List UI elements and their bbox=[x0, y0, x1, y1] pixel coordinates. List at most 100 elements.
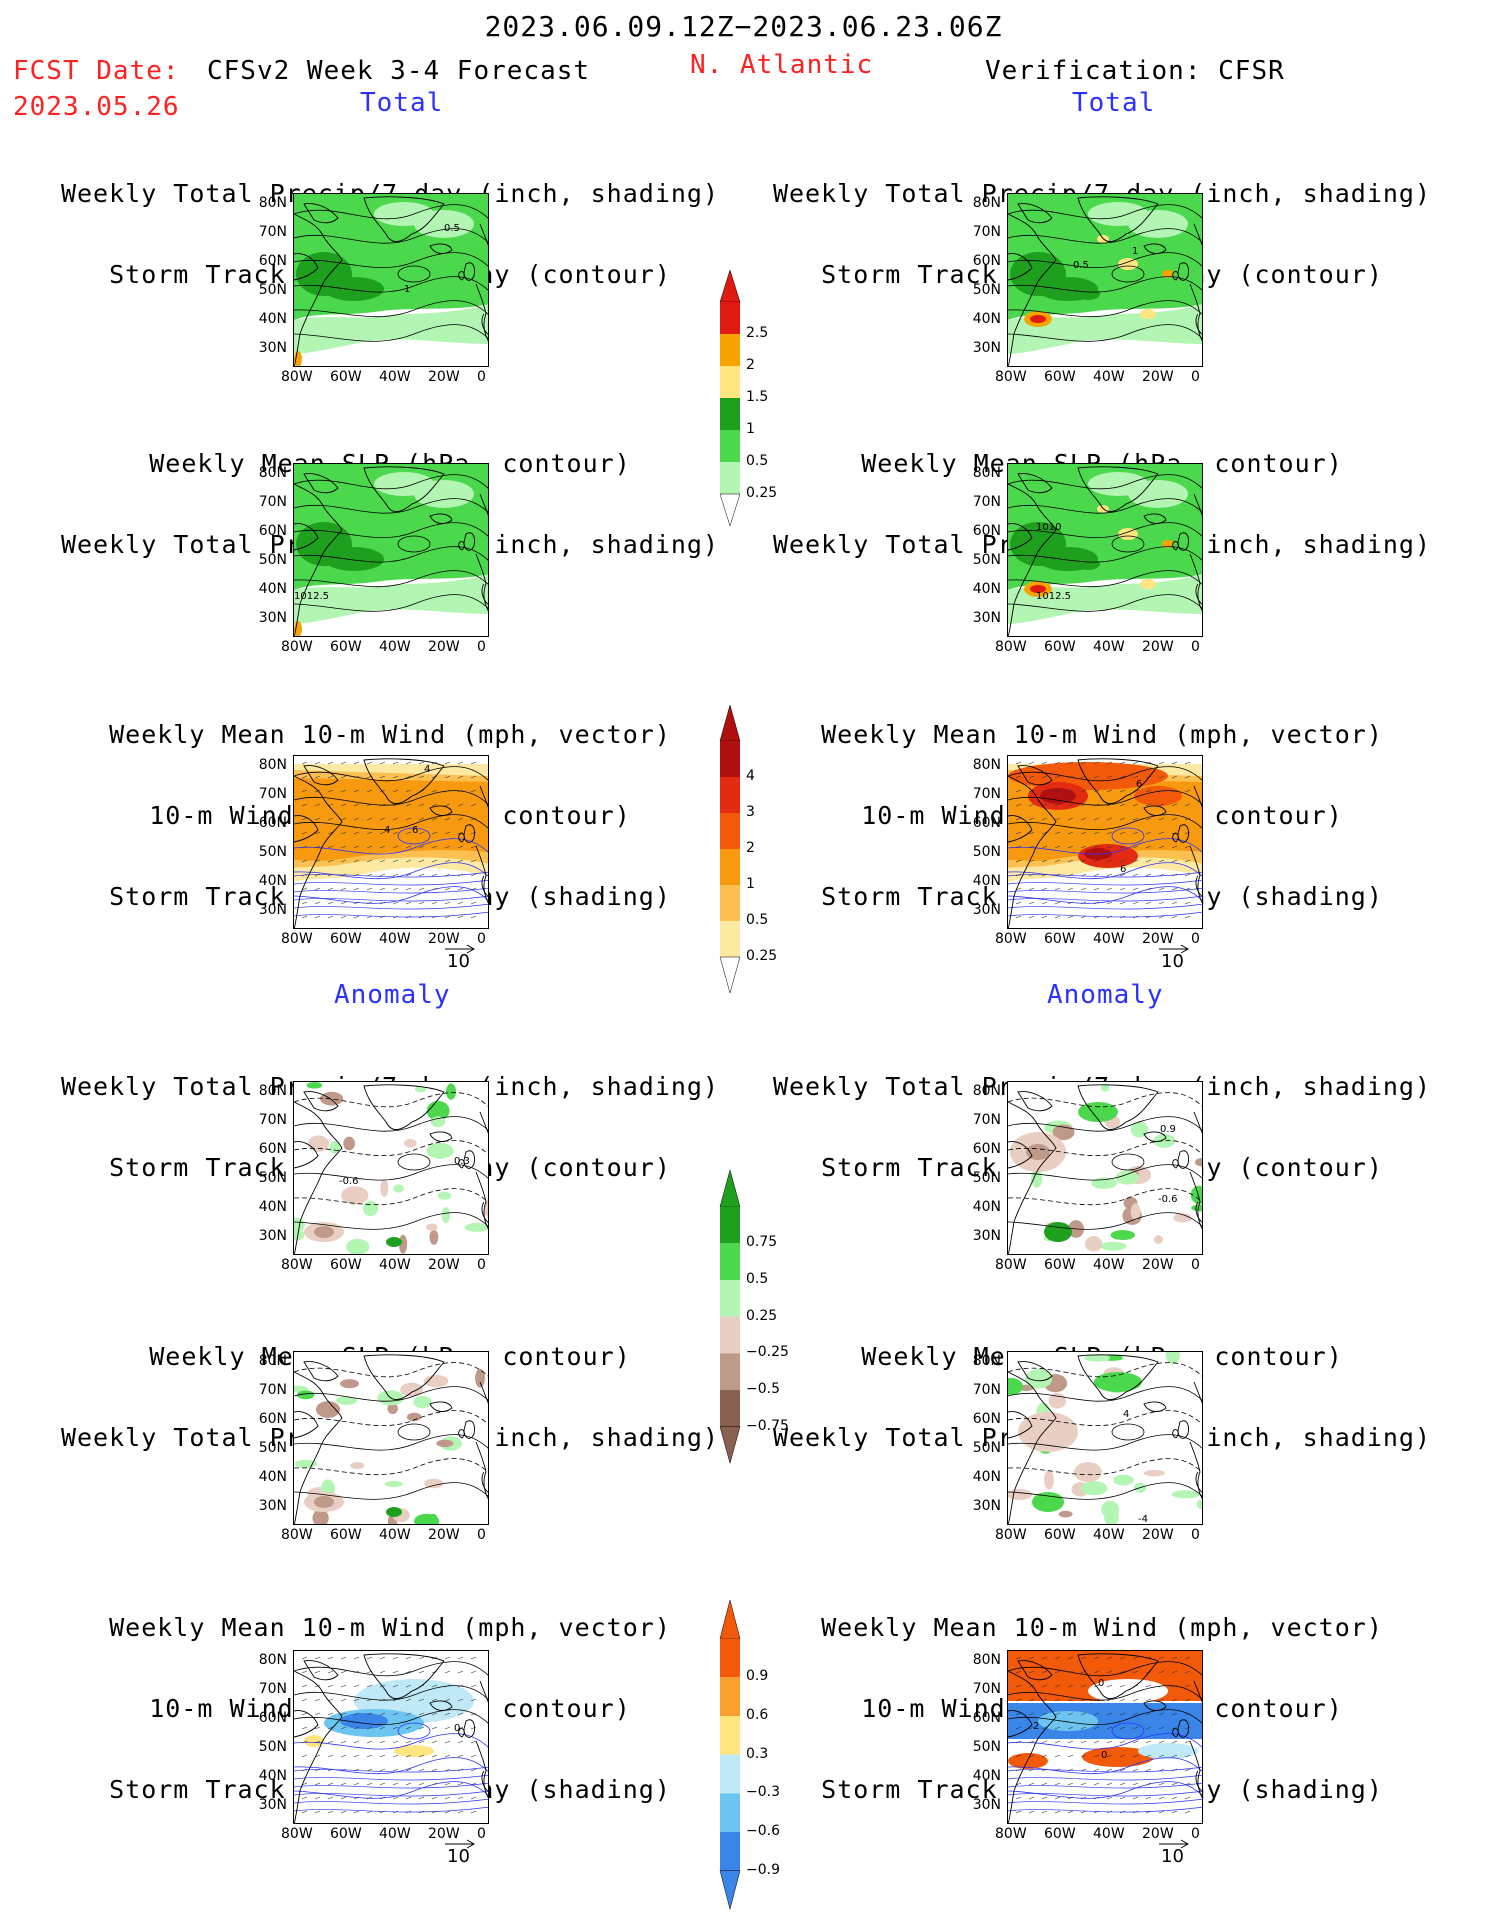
colorbar-label: −0.75 bbox=[746, 1417, 789, 1434]
contour-label: 4 bbox=[1123, 1409, 1129, 1420]
lat-tick: 30N bbox=[258, 902, 287, 918]
lat-tick: 80N bbox=[972, 757, 1001, 773]
colorbar-swatch bbox=[720, 1638, 740, 1678]
verification-label: Verification: CFSR bbox=[985, 56, 1285, 86]
lon-tick: 40W bbox=[379, 1826, 411, 1842]
map-panel-f-total-3: 4 4 6 bbox=[293, 755, 489, 929]
lat-tick: 70N bbox=[972, 494, 1001, 510]
lat-tick: 40N bbox=[972, 873, 1001, 889]
lat-tick: 50N bbox=[972, 1170, 1001, 1186]
contour-label: 0.5 bbox=[1073, 260, 1089, 271]
lon-tick: 0 bbox=[477, 1826, 486, 1842]
colorbar-swatch bbox=[720, 1206, 740, 1244]
contour-label: 0 bbox=[1098, 1678, 1104, 1689]
title-line: Weekly Mean 10-m Wind (mph, vector) bbox=[821, 1613, 1383, 1642]
colorbar-label: 0.25 bbox=[746, 485, 778, 501]
map-panel-f-total-2: 1012.5 bbox=[293, 463, 489, 637]
map-panel-f-total-1: 0.5 1 bbox=[293, 193, 489, 367]
lon-tick: 20W bbox=[428, 639, 460, 655]
colorbar-label: −0.25 bbox=[746, 1344, 789, 1361]
lat-tick: 70N bbox=[972, 1382, 1001, 1398]
reference-vector: 10 bbox=[1157, 943, 1191, 969]
lon-tick: 0 bbox=[1191, 931, 1200, 947]
map-panel-f-anom-1: -0.6 0.3 bbox=[293, 1081, 489, 1255]
colorbar-swatch bbox=[720, 849, 740, 885]
lon-tick: 0 bbox=[477, 1257, 486, 1273]
contour-label: 0.9 bbox=[1160, 1124, 1176, 1135]
lat-tick: 80N bbox=[972, 465, 1001, 481]
lon-tick: 60W bbox=[330, 931, 362, 947]
colorbar-label: 0.25 bbox=[746, 1307, 778, 1324]
coastline bbox=[294, 196, 488, 366]
lat-tick: 40N bbox=[258, 873, 287, 889]
lon-tick: 40W bbox=[379, 369, 411, 385]
contour-label: 6 bbox=[412, 825, 418, 836]
colorbar-label: 2 bbox=[746, 357, 755, 373]
lat-tick: 50N bbox=[972, 282, 1001, 298]
lon-tick: 80W bbox=[281, 639, 313, 655]
lat-tick: 80N bbox=[972, 195, 1001, 211]
colorbar-swatch bbox=[720, 741, 740, 777]
lon-tick: 20W bbox=[428, 1527, 460, 1543]
lat-tick: 40N bbox=[972, 581, 1001, 597]
period-title: 2023.06.09.12Z−2023.06.23.06Z bbox=[484, 10, 1003, 43]
lon-tick: 60W bbox=[330, 1257, 362, 1273]
lon-tick: 60W bbox=[1044, 639, 1076, 655]
lon-tick: 40W bbox=[1093, 1257, 1125, 1273]
contour-label: 1 bbox=[1132, 246, 1138, 257]
colorbar-swatch bbox=[720, 1353, 740, 1390]
anomaly-heading-left: Anomaly bbox=[334, 980, 451, 1010]
contour-label: 1012.5 bbox=[1036, 591, 1071, 602]
lon-tick: 40W bbox=[1093, 1826, 1125, 1842]
lat-tick: 70N bbox=[258, 1112, 287, 1128]
colorbar-label: 1 bbox=[746, 876, 755, 892]
lat-tick: 50N bbox=[258, 844, 287, 860]
lon-tick: 0 bbox=[477, 639, 486, 655]
lat-tick: 30N bbox=[258, 610, 287, 626]
lat-tick: 40N bbox=[258, 581, 287, 597]
lat-tick: 30N bbox=[258, 1797, 287, 1813]
contour-label: 0 bbox=[454, 1723, 460, 1734]
lat-tick: 70N bbox=[258, 494, 287, 510]
lon-tick: 80W bbox=[995, 931, 1027, 947]
fcst-date-label: FCST Date: bbox=[13, 56, 180, 86]
colorbar-swatch bbox=[720, 1316, 740, 1354]
map-panel-v-total-2: 1010 1012.5 bbox=[1007, 463, 1203, 637]
lat-tick: 70N bbox=[972, 1681, 1001, 1697]
lon-tick: 0 bbox=[477, 1527, 486, 1543]
lon-tick: 20W bbox=[1142, 931, 1174, 947]
colorbar-storm-total: 4 3 2 1 0.5 0.25 bbox=[718, 705, 798, 995]
contour-label: 0 bbox=[1101, 1750, 1107, 1761]
lon-tick: 20W bbox=[1142, 1527, 1174, 1543]
lon-tick: 20W bbox=[1142, 1826, 1174, 1842]
coastline bbox=[294, 1354, 488, 1524]
lat-tick: 40N bbox=[972, 311, 1001, 327]
colorbar-label: 2.5 bbox=[746, 325, 769, 341]
contour-label: 1 bbox=[404, 284, 410, 295]
title-line: Weekly Mean 10-m Wind (mph, vector) bbox=[109, 720, 671, 749]
lat-tick: 80N bbox=[258, 1353, 287, 1369]
lon-tick: 60W bbox=[1044, 931, 1076, 947]
colorbar-swatch bbox=[720, 813, 740, 849]
contour-label: 0.3 bbox=[454, 1156, 470, 1167]
reference-vector: 10 bbox=[1157, 1838, 1191, 1864]
colorbar-label: 1 bbox=[746, 421, 755, 437]
title-line: Weekly Total Precip/7-day (inch, shading… bbox=[60, 1072, 720, 1101]
lat-tick: 80N bbox=[258, 757, 287, 773]
lon-tick: 60W bbox=[330, 369, 362, 385]
map-panel-v-anom-2: -4 4 bbox=[1007, 1351, 1203, 1525]
colorbar-label: 2 bbox=[746, 840, 755, 856]
reference-vector: 10 bbox=[443, 1838, 477, 1864]
lat-tick: 60N bbox=[972, 1710, 1001, 1726]
total-heading-right: Total bbox=[1072, 88, 1156, 118]
lat-tick: 50N bbox=[258, 282, 287, 298]
lat-tick: 60N bbox=[258, 1710, 287, 1726]
lat-tick: 80N bbox=[972, 1353, 1001, 1369]
svg-text:10: 10 bbox=[447, 951, 470, 969]
lat-tick: 70N bbox=[258, 1681, 287, 1697]
lat-tick: 30N bbox=[258, 340, 287, 356]
colorbar-label: 0.3 bbox=[746, 1745, 769, 1762]
lon-tick: 0 bbox=[477, 369, 486, 385]
lon-tick: 60W bbox=[330, 1826, 362, 1842]
